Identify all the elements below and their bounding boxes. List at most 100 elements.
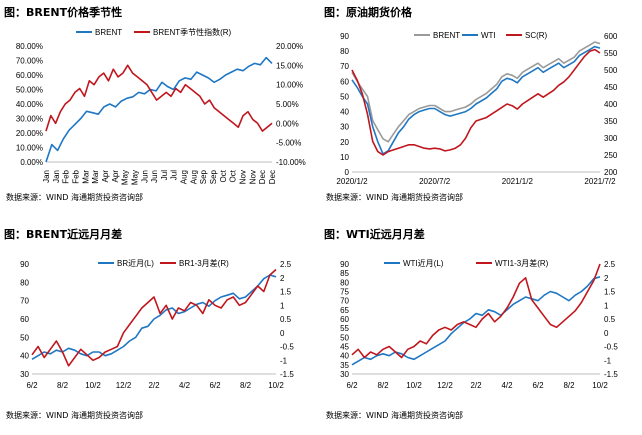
legend-label-2: WTI1-3月差(R) [495, 258, 549, 268]
x-tick-label: Sep [209, 169, 218, 184]
source-note: 数据来源：WIND 海通期货投资咨询部 [6, 411, 143, 420]
y-left-tick-label: 0 [345, 168, 350, 177]
source-note: 数据来源：WIND 海通期货投资咨询部 [326, 193, 463, 202]
x-tick-label: Mar [91, 170, 100, 184]
y-left-tick-label: 10.00% [16, 144, 43, 153]
y-left-tick-label: 0.00% [20, 158, 43, 167]
y-left-tick-label: 70 [340, 297, 349, 306]
panel-brent-spread: 图：BRENT近远月月差 BR近月(L) BR1-3月差(R) 30 40 50 60 70… [4, 226, 316, 431]
y-left-tick-label: 80 [20, 278, 29, 287]
x-tick-label: 10/2 [85, 381, 101, 390]
y-right-tick-label: 600 [604, 32, 618, 41]
source-note: 数据来源：WIND 海通期货投资咨询部 [6, 193, 143, 202]
series-line-1 [351, 276, 601, 366]
legend-label-2: WTI [481, 31, 496, 40]
y-right-tick-label: 0.5 [604, 315, 616, 324]
y-right-tick-label: 1.5 [604, 288, 616, 297]
x-tick-label: Jun [150, 170, 159, 183]
series-line-2 [31, 268, 277, 367]
y-left-tick-label: 90 [340, 32, 349, 41]
y-left-tick-label: 45 [340, 343, 349, 352]
x-tick-label: 10/2 [406, 381, 422, 390]
x-tick-label: Dec [268, 170, 277, 184]
x-tick-label: Sep [199, 169, 208, 184]
series-line-2 [351, 263, 601, 359]
x-tick-label: 8/2 [240, 381, 252, 390]
y-right-tick-label: 300 [604, 134, 618, 143]
x-tick-label: 10/2 [592, 381, 608, 390]
panel-crude-futures: 图：原油期货价格 BRENT WTI SC(R) 0 10 20 30 40 50 60 70 80 9… [324, 4, 638, 209]
legend-label-1: BRENT [433, 31, 460, 40]
y-right-tick-label: 400 [604, 100, 618, 109]
x-tick-label: 6/2 [26, 381, 38, 390]
y-left-tick-label: 80 [340, 47, 349, 56]
y-right-tick-label: 550 [604, 49, 618, 58]
legend-label-1: WTI近月(L) [403, 258, 444, 268]
y-right-tick-label: 1 [604, 301, 609, 310]
chart-title: 图：WTI近远月月差 [324, 228, 425, 241]
y-left-tick-label: 75 [340, 288, 349, 297]
y-left-tick-label: 65 [340, 306, 349, 315]
x-tick-label: 8/2 [57, 381, 69, 390]
chart-title: 图：BRENT近远月月差 [4, 228, 123, 241]
y-left-tick-label: 40.00% [16, 100, 43, 109]
y-left-tick-label: 30 [340, 370, 349, 379]
x-tick-label: Oct [229, 169, 238, 182]
y-right-tick-label: 0.00% [276, 119, 299, 128]
y-left-tick-label: 60 [340, 77, 349, 86]
x-tick-label: Apr [101, 170, 110, 183]
y-right-tick-label: 2.5 [604, 260, 616, 269]
series-line-1 [31, 274, 277, 360]
y-right-tick-label: 2.5 [280, 260, 292, 269]
y-left-tick-label: 35 [340, 361, 349, 370]
y-right-tick-label: 10.00% [276, 81, 303, 90]
y-right-tick-label: 0 [604, 329, 609, 338]
x-tick-label: 2/2 [148, 381, 160, 390]
y-right-tick-label: -10.00% [276, 158, 306, 167]
y-left-tick-label: 50 [20, 333, 29, 342]
y-right-tick-label: -1.5 [280, 370, 294, 379]
x-tick-label: 6/2 [532, 381, 544, 390]
x-tick-label: Jan [42, 170, 51, 183]
crude-futures-chart: BRENT WTI SC(R) 0 10 20 30 40 50 60 70 80 90 200 250 30… [336, 31, 618, 186]
legend-label-3: SC(R) [525, 31, 548, 40]
x-tick-label: 2021/1/2 [502, 177, 534, 186]
source-note: 数据来源：WIND 海通期货投资咨询部 [326, 411, 463, 420]
y-right-tick-label: -5.00% [276, 139, 301, 148]
y-left-tick-label: 70 [340, 62, 349, 71]
y-left-tick-label: 40 [340, 108, 349, 117]
x-tick-label: Feb [62, 169, 71, 183]
y-left-tick-label: 90 [340, 260, 349, 269]
x-tick-label: 2020/7/2 [419, 177, 451, 186]
y-left-tick-label: 10 [340, 153, 349, 162]
y-right-tick-label: 350 [604, 117, 618, 126]
y-right-tick-label: -1.5 [604, 370, 618, 379]
series-line-1 [351, 41, 601, 143]
y-right-tick-label: 200 [604, 168, 618, 177]
x-tick-label: Aug [180, 170, 189, 184]
x-tick-label: Jan [52, 170, 61, 183]
legend-label-2: BR1-3月差(R) [179, 258, 229, 268]
y-right-tick-label: 0 [280, 329, 285, 338]
y-right-tick-label: -1 [604, 356, 612, 365]
x-tick-label: Nov [248, 170, 257, 184]
y-left-tick-label: 50 [340, 333, 349, 342]
x-tick-label: 6/2 [209, 381, 221, 390]
x-tick-label: 2021/7/2 [584, 177, 616, 186]
legend-label-2: BRENT季节性指数(R) [153, 27, 232, 37]
y-left-tick-label: 80 [340, 278, 349, 287]
y-left-tick-label: 50.00% [16, 86, 43, 95]
y-right-tick-label: 1.5 [280, 288, 292, 297]
x-tick-label: 2/2 [470, 381, 482, 390]
y-left-tick-label: 60 [340, 315, 349, 324]
y-right-tick-label: 1 [280, 301, 285, 310]
x-tick-label: Aug [189, 170, 198, 184]
y-left-tick-label: 20.00% [16, 129, 43, 138]
y-right-tick-label: 2 [280, 274, 285, 283]
y-right-tick-label: 500 [604, 66, 618, 75]
panel-brent-seasonality: 图：BRENT价格季节性 BRENT BRENT季节性指数(R) 0.00% 10.0… [4, 4, 316, 209]
x-tick-label: 2020/1/2 [336, 177, 368, 186]
y-left-tick-label: 55 [340, 324, 349, 333]
x-tick-label: Apr [111, 170, 120, 183]
x-tick-label: Oct [219, 169, 228, 182]
